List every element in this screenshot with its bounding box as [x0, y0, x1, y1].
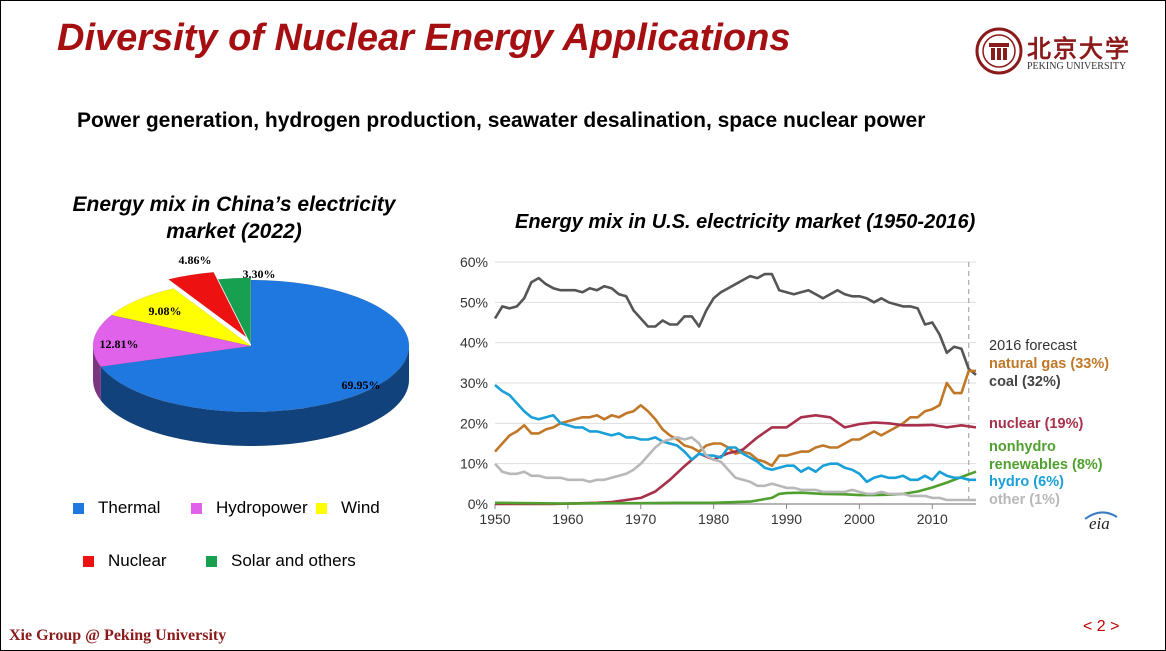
eia-logo-icon: eia [1089, 514, 1110, 533]
legend-swatch-nuclear [83, 555, 94, 567]
page-number: < 2 > [1083, 618, 1120, 635]
x-tick-label: 2000 [844, 511, 875, 527]
x-tick-label: 1980 [698, 511, 729, 527]
series-label-other: other (1%) [989, 492, 1060, 508]
series-label-nuclear: nuclear (19%) [989, 416, 1083, 432]
legend-label-nuclear: Nuclear [108, 551, 167, 570]
legend-label-hydropower: Hydropower [216, 498, 308, 517]
pie-side-1 [93, 346, 101, 401]
y-tick-label: 60% [460, 254, 488, 270]
series-line-other [494, 436, 976, 502]
pie-slice-thermal [100, 279, 410, 413]
y-tick-label: 30% [460, 375, 488, 391]
x-tick-label: 1970 [625, 511, 656, 527]
logo-english-text: PEKING UNIVERSITY [1027, 61, 1127, 72]
legend-label-thermal: Thermal [98, 498, 161, 517]
legend-label-wind: Wind [341, 498, 380, 517]
series-line-natural-gas [494, 369, 976, 467]
series-line-coal [493, 272, 977, 376]
legend-swatch-wind [316, 502, 327, 514]
series-line-nuclear-line [495, 414, 977, 506]
series-line-nonhydro [494, 470, 977, 505]
line-chart-title: Energy mix in U.S. electricity market (1… [515, 211, 976, 233]
x-tick-label: 1990 [771, 511, 802, 527]
pie-legend: Thermal Hydropower Wind Nuclear Solar an… [71, 498, 411, 578]
series-label-hydro: hydro (6%) [989, 474, 1064, 490]
university-logo: 北京大学 PEKING UNIVERSITY [975, 27, 1135, 77]
legend-item-nuclear: Nuclear [83, 551, 167, 571]
pie-chart: 69.95% 12.81% 9.08% 4.86% 3.30% [92, 253, 410, 446]
pie-slice-nuclear [167, 271, 247, 338]
legend-swatch-solar [206, 555, 217, 567]
y-tick-label: 50% [460, 294, 488, 310]
series-label-nonhydro-line2: renewables (8%) [989, 457, 1103, 473]
pie-slice-hydropower [92, 314, 252, 367]
pie-value-label: 4.86% [179, 253, 212, 267]
series-line-hydro [494, 384, 976, 484]
y-tick-label: 10% [460, 456, 488, 472]
legend-label-solar: Solar and others [231, 551, 356, 570]
legend-item-solar: Solar and others [206, 551, 356, 571]
eia-swoosh-icon [1084, 511, 1118, 520]
series-label-natural-gas: natural gas (33%) [989, 356, 1109, 372]
seal-icon [975, 27, 1023, 75]
slide-title: Diversity of Nuclear Energy Applications [57, 17, 791, 59]
line-chart: 0% 10% 20% 30% 40% 50% 60% 1950 1960 1970 1980 1990… [460, 254, 1118, 533]
legend-swatch-thermal [73, 502, 84, 514]
y-tick-label: 20% [460, 415, 488, 431]
legend-item-hydropower: Hydropower [191, 498, 308, 518]
pie-chart-title: Energy mix in China’s electricity market… [72, 193, 396, 243]
y-tick-label: 0% [468, 496, 488, 512]
legend-item-thermal: Thermal [73, 498, 160, 518]
x-tick-label: 2010 [917, 511, 948, 527]
forecast-label: 2016 forecast [989, 338, 1077, 354]
legend-item-wind: Wind [316, 498, 380, 518]
footer-group-name: Xie Group @ Peking University [9, 627, 227, 644]
pie-value-label: 69.95% [342, 378, 381, 392]
x-tick-label: 1960 [552, 511, 583, 527]
pie-value-label: 9.08% [149, 304, 182, 318]
pie-slice-solar-and-others [217, 277, 251, 345]
pie-slice-wind [110, 288, 252, 347]
pie-value-label: 3.30% [243, 267, 276, 281]
pie-value-label: 12.81% [100, 337, 139, 351]
legend-swatch-hydropower [191, 502, 202, 514]
series-label-coal: coal (32%) [989, 374, 1061, 390]
slide-subtitle: Power generation, hydrogen production, s… [77, 109, 926, 132]
series-label-nonhydro-line1: nonhydro [989, 439, 1056, 455]
logo-chinese-text: 北京大学 [1027, 34, 1131, 63]
y-tick-label: 40% [460, 335, 488, 351]
x-tick-label: 1950 [479, 511, 510, 527]
pie-side-0 [100, 346, 409, 446]
